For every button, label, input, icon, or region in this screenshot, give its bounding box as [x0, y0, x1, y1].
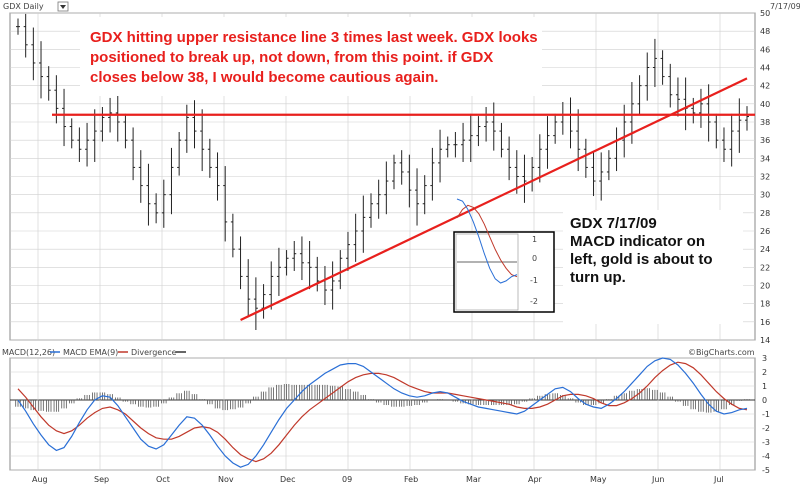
top-note-line-1: GDX hitting upper resistance line 3 time…: [90, 29, 538, 46]
x-tick-label: Jun: [651, 475, 665, 484]
macd-grid: [10, 357, 755, 471]
price-tick-label: 22: [760, 263, 770, 272]
macd-tick-label: 3: [762, 354, 767, 363]
price-tick-label: 28: [760, 209, 770, 218]
macd-y-axis: 3 2 1 0 -1 -2 -3 -4 -5: [762, 354, 770, 475]
x-tick-label: Nov: [218, 475, 234, 484]
price-tick-label: 50: [760, 9, 770, 18]
macd-line: [17, 357, 748, 468]
top-note-line-3: closes below 38, I would become cautious…: [90, 69, 438, 86]
price-tick-label: 32: [760, 173, 770, 182]
side-note-line-2: MACD indicator on: [570, 233, 705, 250]
price-tick-label: 40: [760, 100, 770, 109]
symbol-label: GDX Daily: [3, 2, 44, 11]
symbol-menu-icon[interactable]: [57, 1, 69, 12]
x-tick-label: Mar: [466, 475, 482, 484]
price-tick-label: 36: [760, 136, 770, 145]
price-tick-label: 30: [760, 191, 770, 200]
price-tick-label: 48: [760, 27, 770, 36]
inset-tick-neg1: -1: [530, 276, 538, 285]
inset-macd-line: [456, 198, 518, 284]
macd-tick-label: 0: [762, 396, 767, 405]
macd-tick-label: -4: [762, 452, 770, 461]
x-tick-label: Apr: [528, 475, 543, 484]
x-tick-label: Sep: [94, 475, 109, 484]
price-tick-label: 44: [760, 64, 770, 73]
price-tick-label: 20: [760, 282, 770, 291]
price-tick-label: 42: [760, 82, 770, 91]
side-note-line-1: GDX 7/17/09: [570, 215, 657, 232]
x-tick-label: Aug: [32, 475, 48, 484]
price-bars: [16, 13, 749, 331]
x-tick-label: Feb: [404, 475, 418, 484]
macd-tick-label: 2: [762, 368, 767, 377]
price-tick-label: 46: [760, 45, 770, 54]
macd-tick-label: 1: [762, 382, 767, 391]
x-tick-label: Oct: [156, 475, 170, 484]
macd-histogram: [15, 384, 750, 413]
inset-macd: 1 0 -1 -2: [453, 198, 555, 313]
x-tick-label: Jul: [713, 475, 724, 484]
price-tick-label: 38: [760, 118, 770, 127]
price-tick-label: 14: [760, 336, 770, 345]
price-tick-label: 26: [760, 227, 770, 236]
top-note-line-2: positioned to break up, not down, from t…: [90, 49, 493, 66]
price-tick-label: 18: [760, 300, 770, 309]
price-y-axis: 14 16 18 20 22 24 26 28 30 32 34 36 38 40 42 44 46 48 50: [760, 9, 770, 345]
macd-lines: [17, 357, 748, 468]
price-lines: [52, 77, 755, 322]
side-note-line-4: turn up.: [570, 269, 626, 286]
macd-tick-label: -5: [762, 466, 770, 475]
legend-divergence-label: Divergence: [131, 348, 177, 357]
x-axis: Aug Sep Oct Nov Dec 09 Feb Mar Apr May Jun Jul: [32, 475, 724, 484]
x-tick-label: May: [590, 475, 607, 484]
macd-tick-label: -1: [762, 410, 770, 419]
inset-ema-line: [456, 204, 518, 278]
watermark: ©BigCharts.com: [688, 348, 755, 357]
side-note-line-3: left, gold is about to: [570, 251, 713, 268]
macd-tick-label: -3: [762, 438, 770, 447]
x-tick-label: Dec: [280, 475, 295, 484]
inset-tick-0: 0: [532, 254, 537, 263]
price-tick-label: 34: [760, 154, 770, 163]
price-tick-label: 16: [760, 318, 770, 327]
date-label: 7/17/09: [770, 2, 800, 11]
ema-line: [17, 361, 748, 463]
legend-ema-label: MACD EMA(9): [63, 348, 118, 357]
price-tick-label: 24: [760, 245, 770, 254]
macd-panel: MACD(12,26) MACD EMA(9) Divergence ©BigC…: [0, 344, 800, 486]
macd-title: MACD(12,26): [2, 348, 55, 357]
side-annotation: GDX 7/17/09 MACD indicator on left, gold…: [563, 210, 743, 324]
inset-tick-1: 1: [532, 235, 537, 244]
top-annotation: GDX hitting upper resistance line 3 time…: [80, 17, 542, 96]
x-tick-label: 09: [342, 475, 352, 484]
macd-legend: MACD EMA(9) Divergence: [50, 348, 186, 357]
inset-lines: [456, 198, 518, 284]
macd-tick-label: -2: [762, 424, 770, 433]
uptrend-line: [240, 77, 748, 322]
inset-tick-neg2: -2: [530, 297, 538, 306]
